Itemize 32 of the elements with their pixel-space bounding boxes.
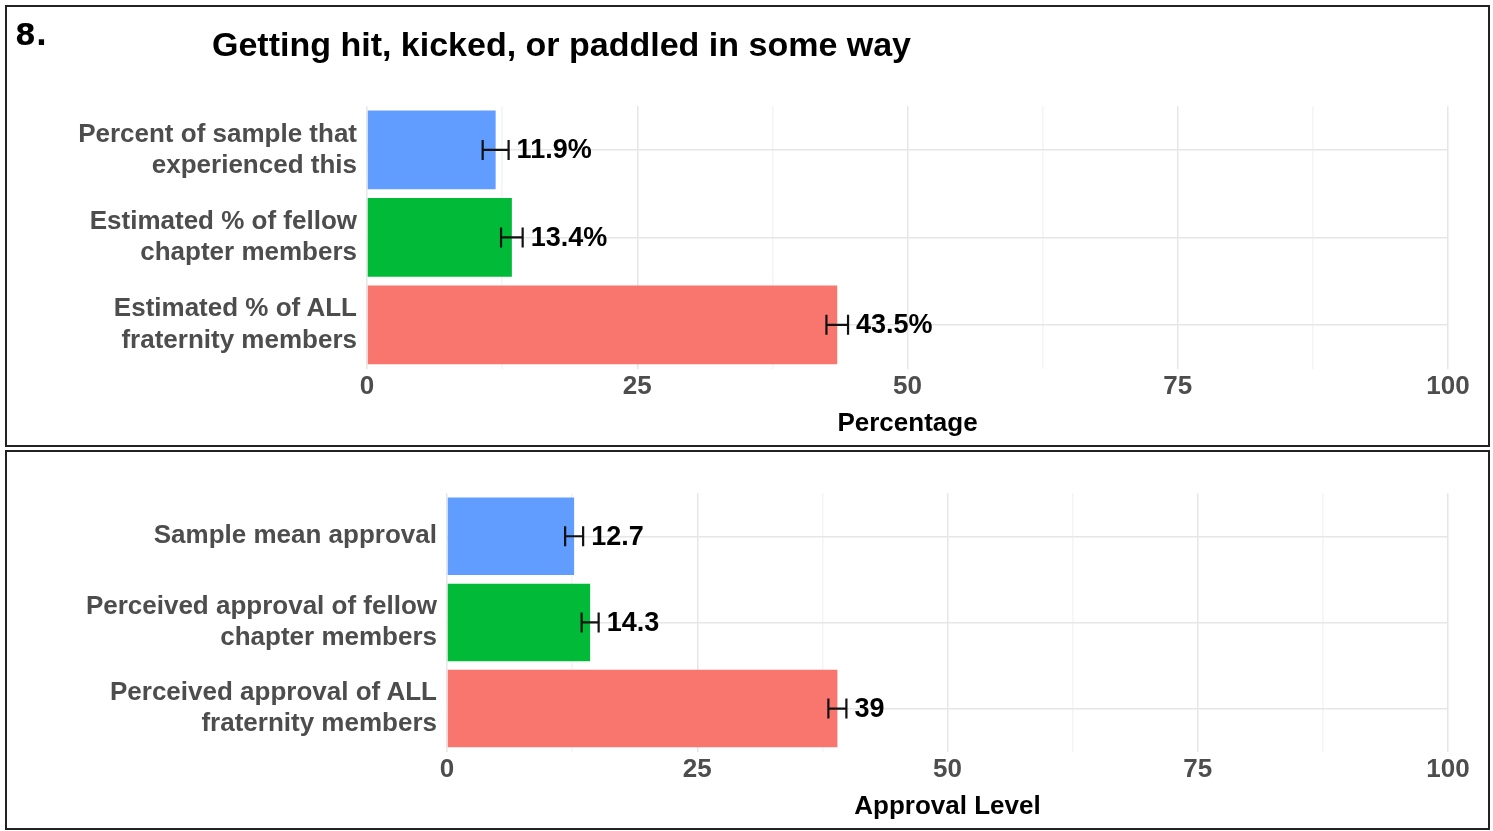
x-tick-label: 50 — [893, 370, 922, 401]
bar — [367, 285, 838, 365]
y-tick-label: Perceived approval of fellow chapter members — [85, 589, 438, 652]
bar — [447, 583, 591, 662]
x-axis-title: Approval Level — [854, 789, 1041, 820]
data-label: 13.4% — [530, 221, 608, 252]
y-tick-label: Percent of sample that experienced this — [78, 117, 358, 179]
x-tick-label: 0 — [359, 370, 375, 401]
x-tick-label: 100 — [1426, 370, 1470, 401]
text: 8. — [15, 17, 48, 52]
y-tick-label: Estimated % of fellow chapter members — [89, 204, 358, 267]
x-tick-label: 50 — [933, 753, 962, 784]
bar — [367, 110, 496, 190]
x-tick-label: 100 — [1426, 753, 1470, 784]
data-label: 12.7 — [591, 520, 644, 551]
x-tick-label: 75 — [1163, 370, 1193, 401]
data-label: 39 — [854, 692, 885, 723]
bar — [447, 669, 838, 748]
y-tick-label: Estimated % of ALL fraternity members — [113, 292, 358, 354]
y-tick-label: Perceived approval of ALL fraternity members — [109, 676, 438, 738]
x-tick-label: 0 — [439, 753, 455, 784]
data-label: 43.5% — [856, 309, 933, 340]
bar — [367, 198, 512, 277]
data-label: 11.9% — [516, 134, 592, 165]
x-axis-title: Percentage — [837, 406, 978, 437]
x-tick-label: 25 — [622, 370, 652, 401]
bar — [447, 497, 575, 576]
y-tick-label: Sample mean approval — [153, 519, 437, 550]
data-label: 14.3 — [606, 606, 660, 637]
x-tick-label: 75 — [1183, 753, 1213, 784]
chart-title: Getting hit, kicked, or paddled in some way — [212, 25, 912, 64]
x-tick-label: 25 — [682, 753, 712, 784]
